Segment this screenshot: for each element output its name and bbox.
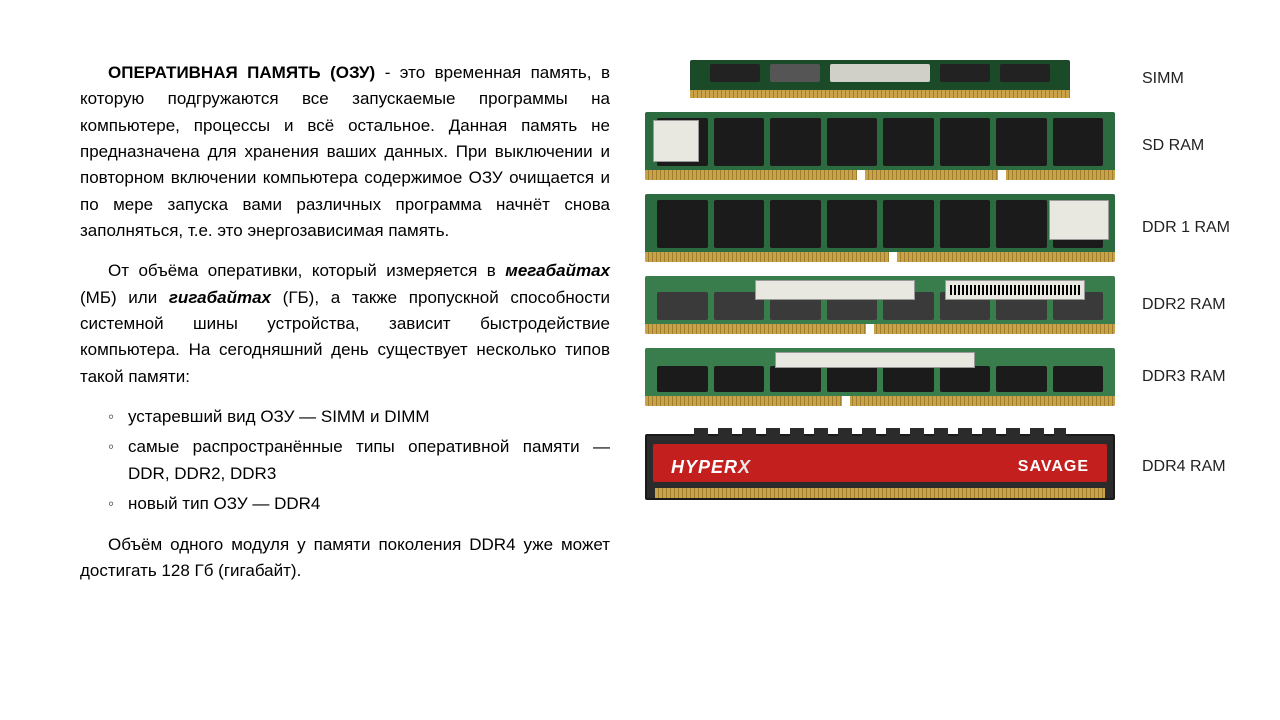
paragraph-1: ОПЕРАТИВНАЯ ПАМЯТЬ (ОЗУ) - это временная… xyxy=(80,60,610,244)
ram-label-ddr3: DDR3 RAM xyxy=(1130,368,1250,386)
list-item: устаревший вид ОЗУ — SIMM и DIMM xyxy=(108,404,610,430)
list-item: самые распространённые типы оперативной … xyxy=(108,434,610,487)
ram-module-ddr1 xyxy=(645,194,1115,262)
ddr4-brand-savage: SAVAGE xyxy=(1018,458,1089,476)
p2-em-gb: гигабайтах xyxy=(169,288,271,307)
ram-row-simm: SIMM xyxy=(630,60,1250,98)
p2-mid: (МБ) или xyxy=(80,288,169,307)
ram-row-ddr1: DDR 1 RAM xyxy=(630,194,1250,262)
module-wrap xyxy=(630,348,1130,406)
ddr4-brand-hyperx: HYPERX xyxy=(671,457,751,478)
ram-row-sdram: SD RAM xyxy=(630,112,1250,180)
bullet-list: устаревший вид ОЗУ — SIMM и DIMM самые р… xyxy=(108,404,610,517)
ram-module-sdram xyxy=(645,112,1115,180)
paragraph-3: Объём одного модуля у памяти поколения D… xyxy=(80,532,610,585)
ram-stack: SIMM SD RAM xyxy=(630,60,1250,500)
ram-module-ddr3 xyxy=(645,348,1115,406)
module-wrap xyxy=(630,276,1130,334)
image-column: SIMM SD RAM xyxy=(610,60,1250,700)
ram-label-ddr4: DDR4 RAM xyxy=(1130,458,1250,476)
text-column: ОПЕРАТИВНАЯ ПАМЯТЬ (ОЗУ) - это временная… xyxy=(80,60,610,700)
p1-body: - это временная память, в которую подгру… xyxy=(80,63,610,240)
module-wrap xyxy=(630,194,1130,262)
p2-em-mb: мегабайтах xyxy=(505,261,610,280)
ram-row-ddr2: DDR2 RAM xyxy=(630,276,1250,334)
ram-label-ddr1: DDR 1 RAM xyxy=(1130,219,1250,237)
ram-row-ddr4: HYPERX SAVAGE DDR4 RAM xyxy=(630,434,1250,500)
ram-label-simm: SIMM xyxy=(1130,70,1250,88)
ram-label-sdram: SD RAM xyxy=(1130,137,1250,155)
ram-module-ddr2 xyxy=(645,276,1115,334)
paragraph-2: От объёма оперативки, который измеряется… xyxy=(80,258,610,390)
module-wrap xyxy=(630,112,1130,180)
list-item: новый тип ОЗУ — DDR4 xyxy=(108,491,610,517)
p2-pre: От объёма оперативки, который измеряется… xyxy=(108,261,505,280)
module-wrap: HYPERX SAVAGE xyxy=(630,434,1130,500)
ram-module-simm xyxy=(690,60,1070,98)
ram-module-ddr4: HYPERX SAVAGE xyxy=(645,434,1115,500)
module-wrap xyxy=(630,60,1130,98)
title: ОПЕРАТИВНАЯ ПАМЯТЬ (ОЗУ) xyxy=(108,63,375,82)
brand-text: HYPER xyxy=(671,457,738,477)
ram-row-ddr3: DDR3 RAM xyxy=(630,348,1250,406)
ram-label-ddr2: DDR2 RAM xyxy=(1130,296,1250,314)
brand-text-x: X xyxy=(738,457,751,477)
